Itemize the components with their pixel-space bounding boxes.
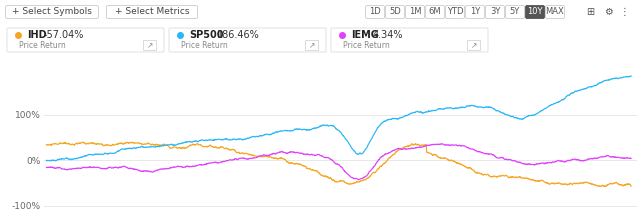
Text: 10Y: 10Y: [527, 8, 543, 16]
Text: 1Y: 1Y: [470, 8, 480, 16]
FancyBboxPatch shape: [406, 5, 424, 18]
Text: Price Return: Price Return: [181, 41, 228, 49]
FancyBboxPatch shape: [169, 28, 326, 52]
FancyBboxPatch shape: [486, 5, 504, 18]
Text: 1M: 1M: [409, 8, 421, 16]
Text: ↗: ↗: [147, 41, 153, 50]
FancyBboxPatch shape: [426, 5, 445, 18]
Text: 4.34%: 4.34%: [373, 30, 403, 40]
Text: + Select Symbols: + Select Symbols: [12, 8, 92, 16]
Text: -57.04%: -57.04%: [44, 30, 84, 40]
Text: 6M: 6M: [429, 8, 442, 16]
Text: Price Return: Price Return: [19, 41, 66, 49]
Text: SP500: SP500: [189, 30, 223, 40]
Text: YTD: YTD: [447, 8, 463, 16]
FancyBboxPatch shape: [365, 5, 385, 18]
FancyBboxPatch shape: [465, 5, 484, 18]
FancyBboxPatch shape: [525, 5, 545, 18]
FancyBboxPatch shape: [506, 5, 525, 18]
Text: + Select Metrics: + Select Metrics: [115, 8, 189, 16]
FancyBboxPatch shape: [467, 41, 481, 51]
Text: ↗: ↗: [309, 41, 315, 50]
FancyBboxPatch shape: [545, 5, 564, 18]
FancyBboxPatch shape: [331, 28, 488, 52]
Text: MAX: MAX: [546, 8, 564, 16]
Text: ⊞: ⊞: [586, 7, 594, 17]
FancyBboxPatch shape: [385, 5, 404, 18]
FancyBboxPatch shape: [143, 41, 157, 51]
Text: Price Return: Price Return: [343, 41, 390, 49]
Text: 186.46%: 186.46%: [216, 30, 259, 40]
FancyBboxPatch shape: [6, 5, 99, 18]
Text: 5Y: 5Y: [510, 8, 520, 16]
Text: ⋮: ⋮: [619, 7, 629, 17]
FancyBboxPatch shape: [7, 28, 164, 52]
Text: IHD: IHD: [27, 30, 47, 40]
FancyBboxPatch shape: [305, 41, 319, 51]
Text: ⚙: ⚙: [604, 7, 612, 17]
Text: 1D: 1D: [369, 8, 381, 16]
Text: IEMG: IEMG: [351, 30, 379, 40]
FancyBboxPatch shape: [106, 5, 198, 18]
Text: 3Y: 3Y: [490, 8, 500, 16]
Text: 5D: 5D: [389, 8, 401, 16]
Text: ↗: ↗: [471, 41, 477, 50]
FancyBboxPatch shape: [445, 5, 465, 18]
